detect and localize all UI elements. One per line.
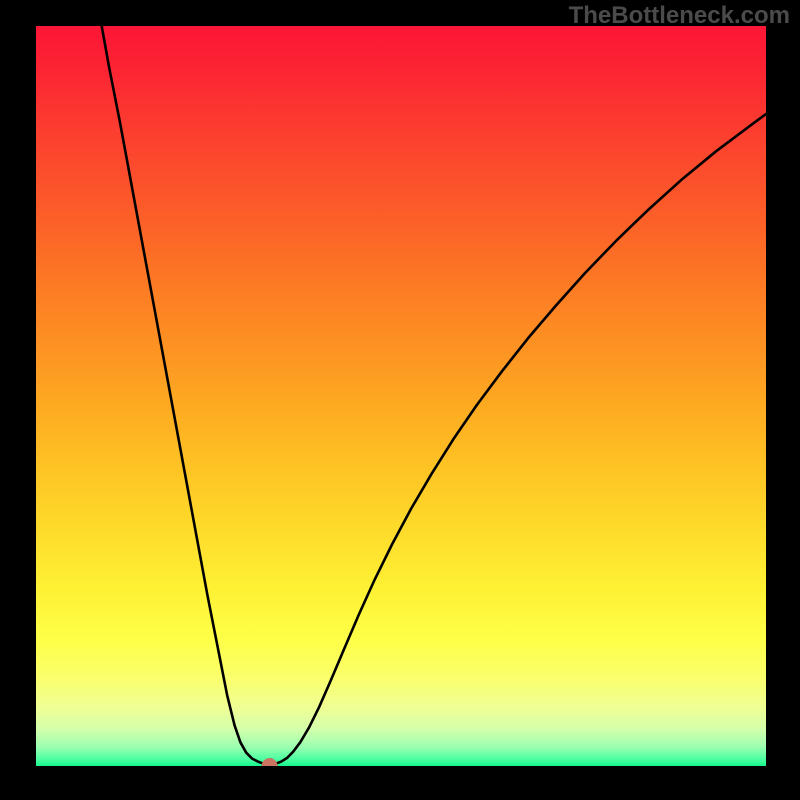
- minimum-marker: [262, 759, 277, 774]
- plot-background: [36, 26, 766, 766]
- chart-frame: TheBottleneck.com: [0, 0, 800, 800]
- bottleneck-chart: [0, 0, 800, 800]
